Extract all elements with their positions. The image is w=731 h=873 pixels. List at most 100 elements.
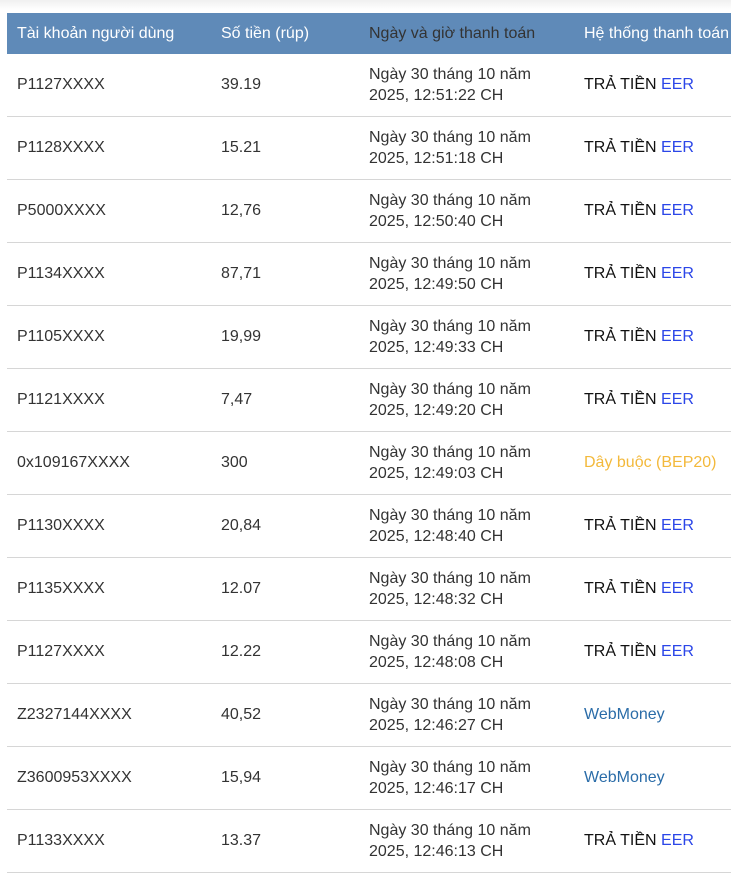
time-line: 2025, 12:46:17 CH [369,780,504,797]
account-cell: P5000XXXX [7,179,221,243]
date-line: Ngày 30 tháng 10 năm [369,696,531,713]
table-row: P1127XXXX 39.19 Ngày 30 tháng 10 năm 2025… [7,54,731,117]
header-amount: Số tiền (rúp) [221,13,369,54]
payment-system-cell: TRẢ TIỀN EER [584,179,731,243]
time-line: 2025, 12:49:33 CH [369,339,504,356]
payment-label-eer: EER [661,202,694,219]
time-line: 2025, 12:51:18 CH [369,150,504,167]
payment-label-eer: EER [661,391,694,408]
amount-cell: 12.07 [221,557,369,621]
time-line: 2025, 12:48:32 CH [369,591,504,608]
table-row: P1135XXXX 12.07 Ngày 30 tháng 10 năm 2025… [7,557,731,621]
date-cell: Ngày 30 tháng 10 năm 2025, 12:49:33 CH [369,305,584,369]
table-row: 0x109167XXXX 300 Ngày 30 tháng 10 năm 202… [7,431,731,495]
payment-label-eer: EER [661,643,694,660]
payment-label: TRẢ TIỀN [584,832,662,849]
header-payment-system: Hệ thống thanh toán [584,13,731,54]
time-line: 2025, 12:48:40 CH [369,528,504,545]
payment-label: TRẢ TIỀN [584,76,662,93]
amount-cell: 12,76 [221,179,369,243]
payment-system-cell: TRẢ TIỀN EER [584,54,731,117]
time-line: 2025, 12:51:22 CH [369,87,504,104]
account-cell: 0x109167XXXX [7,431,221,495]
account-cell: P1130XXXX [7,494,221,558]
table-row: P1130XXXX 20,84 Ngày 30 tháng 10 năm 2025… [7,494,731,558]
date-cell: Ngày 30 tháng 10 năm 2025, 12:46:17 CH [369,746,584,810]
date-line: Ngày 30 tháng 10 năm [369,822,531,839]
account-cell: P1135XXXX [7,557,221,621]
date-line: Ngày 30 tháng 10 năm [369,570,531,587]
account-cell: P1134XXXX [7,242,221,306]
time-line: 2025, 12:49:03 CH [369,465,504,482]
payment-system-cell: Dây buộc (BEP20) [584,431,731,495]
payment-system-cell: WebMoney [584,683,731,747]
payment-system-cell: TRẢ TIỀN EER [584,305,731,369]
payment-label: Dây buộc (BEP20) [584,454,717,471]
payment-label-eer: EER [661,832,694,849]
date-cell: Ngày 30 tháng 10 năm 2025, 12:48:32 CH [369,557,584,621]
table-row: P1121XXXX 7,47 Ngày 30 tháng 10 năm 2025,… [7,368,731,432]
amount-cell: 300 [221,431,369,495]
date-cell: Ngày 30 tháng 10 năm 2025, 12:48:08 CH [369,620,584,684]
date-line: Ngày 30 tháng 10 năm [369,633,531,650]
payments-table: Tài khoản người dùng Số tiền (rúp) Ngày … [7,13,731,873]
account-cell: P1128XXXX [7,116,221,180]
payment-label: TRẢ TIỀN [584,328,662,345]
date-cell: Ngày 30 tháng 10 năm 2025, 12:48:40 CH [369,494,584,558]
amount-cell: 12.22 [221,620,369,684]
time-line: 2025, 12:50:40 CH [369,213,504,230]
amount-cell: 13.37 [221,809,369,873]
payment-label-eer: EER [661,265,694,282]
date-cell: Ngày 30 tháng 10 năm 2025, 12:49:03 CH [369,431,584,495]
payment-system-cell: TRẢ TIỀN EER [584,116,731,180]
payment-label: WebMoney [584,706,665,723]
payment-system-cell: TRẢ TIỀN EER [584,809,731,873]
payment-label: TRẢ TIỀN [584,580,662,597]
time-line: 2025, 12:46:27 CH [369,717,504,734]
payment-label: TRẢ TIỀN [584,391,662,408]
account-cell: Z2327144XXXX [7,683,221,747]
table-row: Z2327144XXXX 40,52 Ngày 30 tháng 10 năm 2… [7,683,731,747]
date-cell: Ngày 30 tháng 10 năm 2025, 12:49:50 CH [369,242,584,306]
payment-label: TRẢ TIỀN [584,202,662,219]
date-line: Ngày 30 tháng 10 năm [369,255,531,272]
date-cell: Ngày 30 tháng 10 năm 2025, 12:46:13 CH [369,809,584,873]
payment-system-cell: TRẢ TIỀN EER [584,242,731,306]
header-date: Ngày và giờ thanh toán [369,13,584,54]
amount-cell: 19,99 [221,305,369,369]
date-cell: Ngày 30 tháng 10 năm 2025, 12:49:20 CH [369,368,584,432]
payment-system-cell: TRẢ TIỀN EER [584,494,731,558]
payment-label: WebMoney [584,769,665,786]
payment-label-eer: EER [661,517,694,534]
date-line: Ngày 30 tháng 10 năm [369,759,531,776]
account-cell: P1127XXXX [7,54,221,117]
table-row: P1134XXXX 87,71 Ngày 30 tháng 10 năm 2025… [7,242,731,306]
table-row: P1133XXXX 13.37 Ngày 30 tháng 10 năm 2025… [7,809,731,873]
date-line: Ngày 30 tháng 10 năm [369,192,531,209]
account-cell: P1121XXXX [7,368,221,432]
payment-system-cell: TRẢ TIỀN EER [584,620,731,684]
date-line: Ngày 30 tháng 10 năm [369,129,531,146]
account-cell: P1133XXXX [7,809,221,873]
time-line: 2025, 12:48:08 CH [369,654,504,671]
payment-system-cell: TRẢ TIỀN EER [584,557,731,621]
payment-label: TRẢ TIỀN [584,139,662,156]
payment-label-eer: EER [661,139,694,156]
date-line: Ngày 30 tháng 10 năm [369,381,531,398]
amount-cell: 15.21 [221,116,369,180]
payment-label: TRẢ TIỀN [584,265,662,282]
date-cell: Ngày 30 tháng 10 năm 2025, 12:50:40 CH [369,179,584,243]
table-row: P1127XXXX 12.22 Ngày 30 tháng 10 năm 2025… [7,620,731,684]
payment-label: TRẢ TIỀN [584,643,662,660]
date-line: Ngày 30 tháng 10 năm [369,66,531,83]
header-account: Tài khoản người dùng [7,13,221,54]
date-cell: Ngày 30 tháng 10 năm 2025, 12:46:27 CH [369,683,584,747]
payment-label-eer: EER [661,328,694,345]
date-line: Ngày 30 tháng 10 năm [369,318,531,335]
table-row: P1128XXXX 15.21 Ngày 30 tháng 10 năm 2025… [7,116,731,180]
payment-label-eer: EER [661,76,694,93]
amount-cell: 39.19 [221,54,369,117]
account-cell: P1105XXXX [7,305,221,369]
payment-label-eer: EER [661,580,694,597]
account-cell: Z3600953XXXX [7,746,221,810]
